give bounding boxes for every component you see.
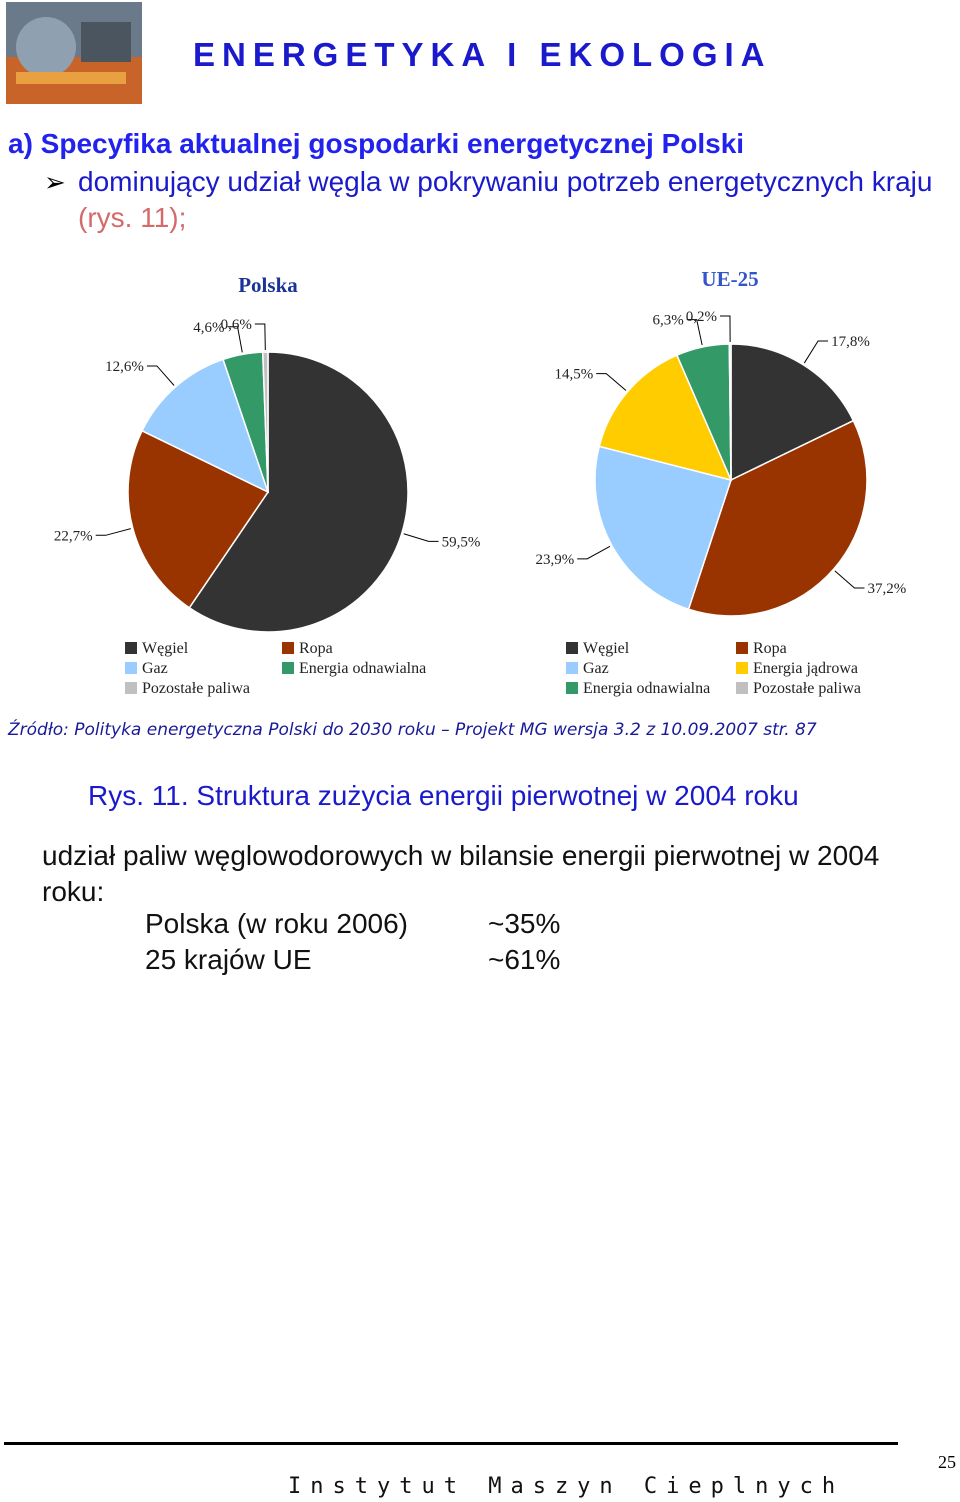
- pie-slice: [728, 343, 732, 481]
- row-label: Polska (w roku 2006): [145, 908, 409, 939]
- source: Źródło: Polityka energetyczna Polski do …: [8, 720, 817, 740]
- data-label: 12,6%: [105, 359, 144, 375]
- data-label: 59,5%: [442, 534, 481, 550]
- legend-entry: Ropa: [299, 640, 333, 657]
- footer-text: Instytut Maszyn Cieplnych: [288, 1474, 845, 1499]
- legend-swatch: [282, 642, 294, 654]
- pie-slice: [261, 351, 269, 493]
- legend-entry: Energia odnawialna: [299, 660, 426, 677]
- leader-line: [686, 319, 703, 346]
- pie-slice: [598, 354, 733, 482]
- leader-line: [254, 323, 266, 351]
- data-label: 17,8%: [831, 334, 870, 350]
- row-value: ~61%: [488, 944, 561, 975]
- figure-ref: (rys. 11);: [78, 202, 187, 233]
- leader-line: [227, 326, 243, 353]
- bullet-text: dominujący udział węgla w pokrywaniu pot…: [78, 166, 933, 197]
- pie-slice: [188, 351, 409, 633]
- data-label: 14,5%: [554, 367, 593, 383]
- page-number: 25: [938, 1452, 956, 1472]
- data-label: 6,3%: [652, 313, 683, 329]
- header-image: [6, 2, 142, 104]
- page-title: ENERGETYKA I EKOLOGIA: [193, 36, 772, 73]
- legend-swatch: [736, 682, 748, 694]
- leader-line: [834, 570, 865, 589]
- data-label: 4,6%: [193, 320, 224, 336]
- charts: Polska 59,5% 22,7% 12,6% 4,6%0,6% Węgiel Ropa G…: [54, 267, 906, 697]
- legend-entry: Gaz: [583, 660, 609, 677]
- caption: Rys. 11. Struktura zużycia energii pierw…: [88, 780, 799, 811]
- legend-entry: Energia jądrowa: [753, 660, 858, 677]
- chart-title: UE-25: [701, 267, 758, 291]
- row-value: ~35%: [488, 908, 561, 939]
- pie-slice: [594, 445, 732, 611]
- legend-swatch: [566, 682, 578, 694]
- footer-rule: [4, 1442, 898, 1445]
- leader-line: [146, 365, 175, 386]
- pie-slice: [141, 358, 270, 494]
- legend-swatch: [125, 642, 137, 654]
- legend-entry: Pozostałe paliwa: [753, 680, 861, 697]
- pie-slice: [730, 343, 855, 482]
- section-heading: a) Specyfika aktualnej gospodarki energe…: [8, 128, 745, 159]
- legend-swatch: [566, 642, 578, 654]
- legend-entry: Energia odnawialna: [583, 680, 710, 697]
- leader-line: [803, 340, 829, 364]
- legend-swatch: [125, 662, 137, 674]
- legend-swatch: [736, 662, 748, 674]
- legend-swatch: [282, 662, 294, 674]
- legend-entry: Ropa: [753, 640, 787, 657]
- chart-title: Polska: [238, 273, 298, 297]
- data-label: 0,6%: [221, 317, 252, 333]
- legend-swatch: [736, 642, 748, 654]
- leader-line: [596, 373, 627, 391]
- legend-swatch: [125, 682, 137, 694]
- data-label: 0,2%: [686, 309, 717, 325]
- bullet: dominujący udział węgla w pokrywaniu pot…: [78, 164, 958, 236]
- leader-line: [577, 545, 611, 560]
- legend-entry: Węgiel: [583, 640, 630, 657]
- legend-swatch: [566, 662, 578, 674]
- legend-entry: Gaz: [142, 660, 168, 677]
- row-label: 25 krajów UE: [145, 944, 312, 975]
- leader-line: [95, 528, 131, 536]
- data-label: 23,9%: [535, 552, 574, 568]
- legend-entry: Węgiel: [142, 640, 189, 657]
- leader-line: [719, 315, 731, 343]
- bullet-icon: ➢: [44, 167, 66, 197]
- legend-entry: Pozostałe paliwa: [142, 680, 250, 697]
- data-label: 37,2%: [867, 581, 906, 597]
- pie-slice: [687, 419, 868, 617]
- paragraph: udział paliw węglowodorowych w bilansie …: [42, 840, 880, 907]
- data-label: 22,7%: [54, 528, 93, 544]
- leader-line: [403, 533, 439, 542]
